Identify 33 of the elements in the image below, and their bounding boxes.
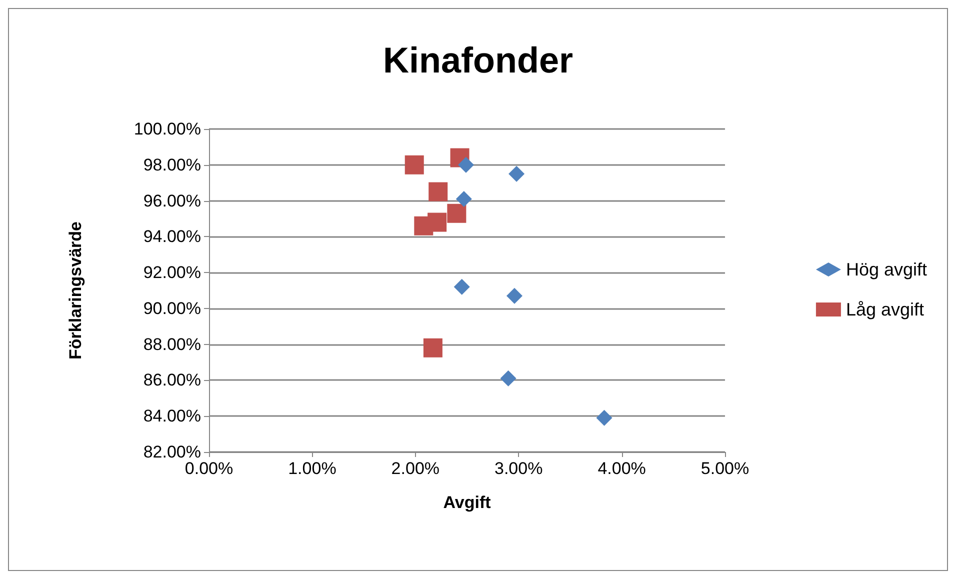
- y-tick-label: 96.00%: [143, 191, 201, 210]
- point: [500, 370, 516, 386]
- point: [423, 338, 442, 358]
- y-axis-title: Förklaringsvärde: [66, 222, 85, 360]
- legend-label: Hög avgift: [846, 260, 928, 280]
- x-axis-title: Avgift: [443, 493, 492, 512]
- point: [428, 212, 447, 232]
- x-tick-label: 0.00%: [184, 459, 234, 478]
- y-tick-label: 100.00%: [134, 120, 201, 138]
- y-tick-label: 88.00%: [143, 334, 201, 354]
- point: [506, 288, 522, 304]
- y-tick-label: 98.00%: [143, 155, 201, 174]
- x-tick-label: 3.00%: [494, 459, 543, 478]
- chart-title: Kinafonder: [382, 40, 574, 80]
- y-tick-label: 90.00%: [143, 298, 201, 318]
- point: [456, 190, 472, 207]
- point: [404, 155, 424, 174]
- x-tick-label: 1.00%: [288, 459, 336, 478]
- x-tick-label: 2.00%: [391, 459, 440, 478]
- x-tick-label: 4.00%: [598, 459, 646, 478]
- point: [447, 204, 466, 223]
- legend-label: Låg avgift: [846, 300, 924, 320]
- point: [596, 410, 612, 426]
- y-tick-label: 84.00%: [143, 406, 201, 426]
- y-tick-label: 94.00%: [143, 227, 201, 246]
- y-tick-label: 82.00%: [143, 442, 201, 462]
- y-tick-label: 86.00%: [143, 370, 201, 390]
- x-tick-label: 5.00%: [700, 459, 750, 478]
- point: [428, 182, 448, 202]
- point: [508, 166, 525, 182]
- point: [454, 278, 470, 295]
- point: [458, 156, 474, 173]
- y-tick-label: 92.00%: [143, 263, 201, 282]
